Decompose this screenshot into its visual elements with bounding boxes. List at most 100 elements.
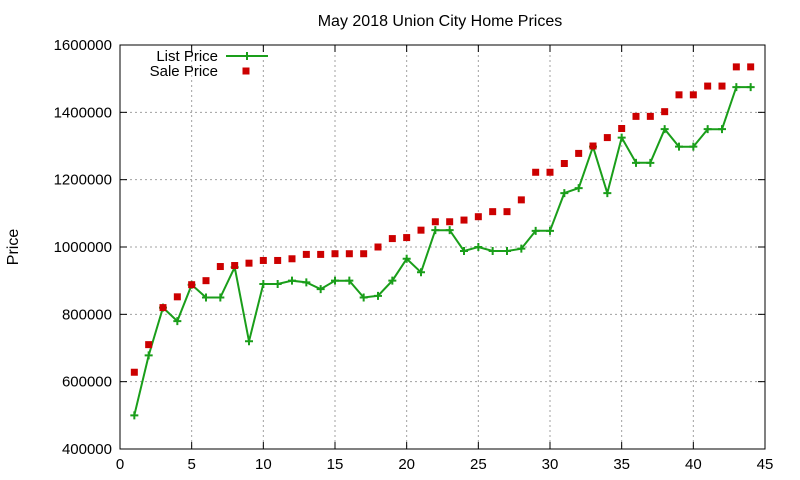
data-point-sale-price bbox=[374, 243, 382, 251]
data-point-sale-price bbox=[489, 208, 497, 216]
data-point-sale-price bbox=[360, 250, 368, 258]
data-point-list-price bbox=[718, 125, 726, 134]
data-point-sale-price bbox=[718, 82, 726, 90]
y-tick-label: 400000 bbox=[62, 441, 112, 458]
data-point-list-price bbox=[617, 133, 626, 142]
data-point-list-price bbox=[445, 226, 454, 235]
data-point-list-price bbox=[689, 142, 698, 151]
data-point-list-price bbox=[474, 243, 483, 251]
data-point-list-price bbox=[746, 83, 755, 92]
y-tick-label: 1000000 bbox=[54, 239, 112, 256]
data-point-list-price bbox=[374, 291, 382, 300]
data-point-sale-price bbox=[532, 168, 540, 176]
data-point-list-price bbox=[732, 83, 741, 92]
data-point-list-price bbox=[517, 244, 526, 253]
data-point-sale-price bbox=[632, 112, 640, 120]
data-point-sale-price bbox=[231, 262, 239, 270]
series-line-list-price bbox=[133, 86, 751, 416]
ticks-layer: 0 5 10 15 20 25 30 35 40 45 400000 600000 800000 1000… bbox=[54, 37, 774, 473]
data-point-sale-price bbox=[560, 160, 568, 168]
data-point-sale-price bbox=[302, 250, 310, 258]
data-point-sale-price bbox=[517, 196, 525, 204]
data-point-list-price bbox=[560, 189, 569, 198]
data-point-list-price bbox=[202, 293, 210, 302]
x-tick-label: 20 bbox=[398, 456, 415, 473]
data-point-list-price bbox=[130, 411, 139, 420]
data-point-list-price bbox=[603, 189, 612, 198]
data-point-list-price bbox=[288, 276, 296, 285]
data-point-sale-price bbox=[173, 293, 181, 301]
data-point-sale-price bbox=[546, 168, 554, 176]
data-point-sale-price bbox=[130, 368, 138, 376]
data-point-list-price bbox=[660, 125, 669, 134]
y-tick-label: 800000 bbox=[62, 306, 112, 323]
data-point-list-price bbox=[388, 276, 397, 285]
data-point-sale-price bbox=[618, 124, 626, 132]
data-point-list-price bbox=[503, 247, 511, 256]
legend-marker-sale-price bbox=[242, 67, 250, 75]
data-point-list-price bbox=[417, 268, 425, 277]
data-point-list-price bbox=[173, 317, 182, 326]
x-tick-label: 40 bbox=[685, 456, 702, 473]
data-point-sale-price bbox=[589, 142, 597, 150]
data-point-sale-price bbox=[603, 134, 611, 142]
grid-layer bbox=[120, 45, 765, 449]
data-point-sale-price bbox=[388, 235, 396, 243]
data-point-sale-price bbox=[145, 341, 153, 349]
data-point-list-price bbox=[675, 142, 683, 151]
data-point-list-price bbox=[431, 226, 440, 235]
data-point-sale-price bbox=[345, 250, 353, 258]
x-tick-label: 30 bbox=[542, 456, 559, 473]
data-point-sale-price bbox=[216, 263, 224, 271]
x-tick-label: 45 bbox=[757, 456, 774, 473]
data-point-sale-price bbox=[288, 255, 296, 263]
y-axis-label: Price bbox=[5, 229, 22, 266]
x-tick-label: 0 bbox=[116, 456, 124, 473]
data-point-sale-price bbox=[202, 277, 210, 285]
series-layer bbox=[130, 63, 755, 420]
chart-title: May 2018 Union City Home Prices bbox=[318, 13, 563, 30]
data-point-list-price bbox=[345, 276, 354, 285]
data-point-sale-price bbox=[503, 208, 511, 216]
data-point-list-price bbox=[546, 226, 554, 235]
data-point-list-price bbox=[245, 337, 253, 346]
data-point-sale-price bbox=[575, 149, 583, 157]
data-point-list-price bbox=[359, 293, 368, 302]
data-point-sale-price bbox=[245, 259, 253, 267]
data-point-list-price bbox=[402, 254, 411, 263]
data-point-list-price bbox=[703, 125, 712, 134]
legend-marker-list-price bbox=[243, 52, 251, 60]
data-point-sale-price bbox=[675, 91, 683, 99]
data-point-list-price bbox=[316, 285, 325, 294]
y-tick-label: 600000 bbox=[62, 374, 112, 391]
data-point-list-price bbox=[574, 184, 583, 193]
data-point-sale-price bbox=[689, 91, 697, 99]
data-point-sale-price bbox=[661, 108, 669, 116]
data-point-sale-price bbox=[331, 250, 339, 258]
data-point-sale-price bbox=[460, 216, 468, 224]
legend-label-list-price: List Price bbox=[156, 48, 218, 65]
data-point-sale-price bbox=[646, 112, 654, 120]
data-point-sale-price bbox=[159, 304, 167, 312]
data-point-sale-price bbox=[259, 256, 267, 264]
legend: List Price Sale Price bbox=[150, 48, 268, 80]
data-point-sale-price bbox=[188, 281, 196, 289]
data-point-sale-price bbox=[474, 213, 482, 221]
data-point-sale-price bbox=[417, 226, 425, 234]
data-point-list-price bbox=[646, 158, 655, 167]
data-point-list-price bbox=[216, 293, 225, 302]
data-point-list-price bbox=[259, 280, 268, 289]
x-tick-label: 10 bbox=[255, 456, 272, 473]
x-tick-label: 5 bbox=[187, 456, 195, 473]
data-point-list-price bbox=[144, 351, 153, 360]
x-tick-label: 35 bbox=[613, 456, 630, 473]
data-point-sale-price bbox=[704, 82, 712, 90]
y-tick-label: 1600000 bbox=[54, 37, 112, 54]
data-point-list-price bbox=[460, 247, 468, 256]
data-point-list-price bbox=[273, 280, 282, 289]
y-tick-label: 1400000 bbox=[54, 104, 112, 121]
data-point-list-price bbox=[302, 278, 311, 287]
x-tick-label: 15 bbox=[327, 456, 344, 473]
data-point-sale-price bbox=[431, 218, 439, 226]
